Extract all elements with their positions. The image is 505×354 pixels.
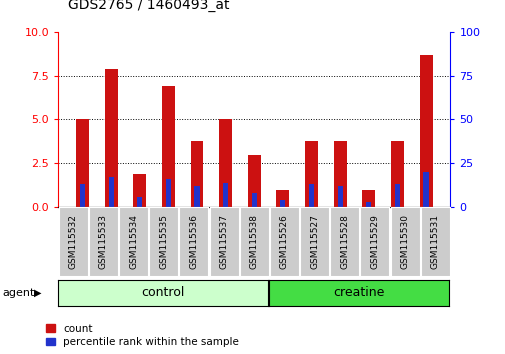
Bar bbox=[337, 186, 342, 207]
Bar bbox=[76, 120, 89, 207]
Text: GSM115537: GSM115537 bbox=[219, 214, 228, 269]
Text: GSM115532: GSM115532 bbox=[69, 214, 78, 269]
Bar bbox=[219, 120, 232, 207]
Bar bbox=[190, 141, 203, 207]
Bar bbox=[133, 174, 146, 207]
Text: ▶: ▶ bbox=[34, 288, 42, 298]
Text: creatine: creatine bbox=[333, 286, 384, 299]
Bar bbox=[166, 179, 171, 207]
Bar bbox=[105, 69, 117, 207]
Bar bbox=[394, 184, 399, 207]
Bar bbox=[423, 172, 428, 207]
Bar bbox=[276, 190, 289, 207]
Text: control: control bbox=[141, 286, 185, 299]
Text: GSM115535: GSM115535 bbox=[159, 214, 168, 269]
Bar bbox=[162, 86, 174, 207]
Bar bbox=[390, 141, 403, 207]
Bar bbox=[280, 200, 285, 207]
Text: GSM115530: GSM115530 bbox=[400, 214, 409, 269]
Text: GSM115538: GSM115538 bbox=[249, 214, 258, 269]
Bar bbox=[223, 183, 228, 207]
Text: GSM115536: GSM115536 bbox=[189, 214, 198, 269]
Text: agent: agent bbox=[3, 288, 35, 298]
Bar bbox=[80, 184, 85, 207]
Text: GSM115529: GSM115529 bbox=[370, 214, 379, 269]
Bar bbox=[419, 55, 432, 207]
Bar bbox=[305, 141, 317, 207]
Text: GSM115526: GSM115526 bbox=[279, 214, 288, 269]
Bar bbox=[194, 186, 199, 207]
Text: GSM115534: GSM115534 bbox=[129, 214, 138, 269]
Text: GSM115527: GSM115527 bbox=[310, 214, 319, 269]
Bar bbox=[309, 184, 314, 207]
Bar bbox=[362, 190, 375, 207]
Bar bbox=[251, 193, 257, 207]
Bar bbox=[137, 196, 142, 207]
Text: GSM115528: GSM115528 bbox=[339, 214, 348, 269]
Text: GDS2765 / 1460493_at: GDS2765 / 1460493_at bbox=[68, 0, 229, 12]
Bar bbox=[247, 154, 260, 207]
Legend: count, percentile rank within the sample: count, percentile rank within the sample bbox=[45, 324, 239, 347]
Bar bbox=[366, 202, 371, 207]
Bar bbox=[333, 141, 346, 207]
Text: GSM115533: GSM115533 bbox=[99, 214, 108, 269]
Bar bbox=[108, 177, 114, 207]
Text: GSM115531: GSM115531 bbox=[430, 214, 439, 269]
